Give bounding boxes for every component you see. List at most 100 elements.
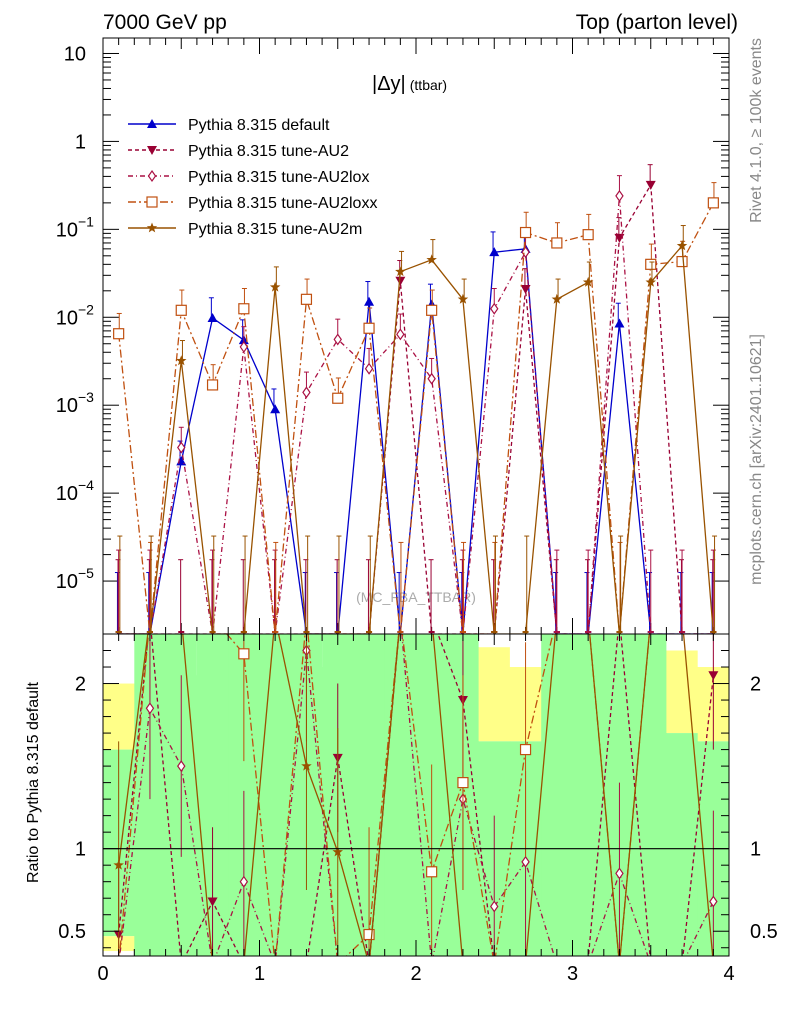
ratio-point-au2 [708, 671, 719, 681]
ratio-point-au2loxx [426, 866, 438, 878]
band-green [384, 634, 417, 956]
y-tick-label: 1 [75, 131, 86, 153]
x-tick-label: 4 [723, 963, 734, 985]
band-green [541, 634, 573, 956]
data-point-au2loxx [363, 322, 375, 334]
data-point-au2lox [239, 340, 249, 353]
legend-marker-au2loxx [146, 196, 158, 208]
ratio-point-au2loxx [363, 928, 375, 941]
plot-title: |Δy| (ttbar) [372, 73, 447, 95]
ratio-point-au2loxx [457, 777, 469, 789]
header-right: Top (parton level) [576, 11, 738, 34]
ratio-point-au2lox [490, 900, 499, 913]
ratio-series-au2loxx [118, 634, 650, 956]
data-point-au2m [426, 254, 437, 265]
y-tick-exponent: −1 [78, 213, 94, 229]
legend-label-au2lox: Pythia 8.315 tune-AU2lox [188, 169, 369, 186]
data-point-au2loxx [300, 293, 313, 305]
data-point-au2m [582, 276, 594, 287]
series-au2lox [115, 175, 717, 634]
data-point-au2loxx [582, 229, 594, 241]
ratio-y-tick-label-right: 0.5 [750, 921, 778, 943]
band-yellow [478, 647, 511, 742]
data-point-default [364, 296, 375, 306]
data-point-au2m [269, 281, 281, 292]
ratio-line-au2m [118, 634, 714, 956]
y-tick-exponent: −2 [78, 301, 94, 317]
data-point-au2lox [615, 189, 624, 202]
ratio-point-au2lox [615, 867, 624, 880]
series-line-default [118, 248, 714, 634]
series-line-au2 [118, 182, 714, 634]
ratio-axes: 0.5 0.5 1 1 2 2 0 1 2 3 4 [58, 634, 778, 985]
legend-marker-au2 [147, 146, 157, 155]
y-tick-label: 10 [56, 483, 78, 505]
data-point-au2lox [427, 372, 436, 385]
series-line-au2m [118, 244, 715, 634]
data-point-au2lox [302, 386, 311, 399]
ratio-point-au2lox [239, 875, 249, 888]
y-tick-exponent: −4 [78, 477, 94, 493]
data-point-au2loxx [113, 328, 125, 340]
ratio-line-au2loxx [118, 634, 650, 956]
y-tick-label: 10 [56, 395, 78, 417]
data-point-default [489, 247, 500, 257]
data-point-default [270, 404, 281, 414]
ratio-series [113, 634, 719, 956]
data-point-au2loxx [645, 258, 657, 270]
band-empty [666, 634, 699, 651]
data-point-au2loxx [206, 379, 219, 391]
band-green [635, 634, 667, 956]
y-tick-label: 10 [56, 219, 78, 241]
ratio-line-au2 [118, 634, 715, 956]
data-point-au2lox [364, 362, 374, 375]
band-green [666, 733, 699, 956]
ratio-point-au2loxx [519, 743, 532, 756]
x-tick-label: 2 [410, 963, 421, 985]
data-point-au2loxx [332, 392, 344, 404]
legend-marker-au2lox [147, 169, 157, 183]
ratio-point-au2lox [145, 702, 155, 715]
data-point-au2loxx [551, 237, 563, 249]
data-point-au2m [676, 240, 688, 251]
ratio-point-au2 [207, 897, 218, 907]
series-line-au2loxx [118, 202, 714, 634]
data-point-au2 [645, 180, 656, 190]
y-tick-label: 10 [56, 307, 78, 329]
ratio-y-tick-label-left: 2 [75, 674, 86, 696]
legend-label-au2: Pythia 8.315 tune-AU2 [188, 143, 349, 160]
data-point-au2 [520, 284, 531, 294]
ratio-point-au2m [113, 859, 124, 870]
main-series [113, 164, 719, 634]
ratio-point-au2lox [521, 855, 530, 868]
y-tick-label: 10 [64, 43, 86, 65]
x-tick-label: 3 [567, 963, 578, 985]
rivet-label: Rivet 4.1.0, ≥ 100k events [748, 38, 765, 223]
ratio-ylabel: Ratio to Pythia 8.315 default [25, 681, 42, 883]
data-point-au2lox [396, 328, 405, 341]
band-green [572, 634, 605, 956]
ratio-y-tick-label-left: 0.5 [58, 921, 86, 943]
legend: Pythia 8.315 default Pythia 8.315 tune-AU… [128, 117, 377, 238]
plot-title-sub: (ttbar) [410, 77, 447, 93]
data-point-au2m [176, 355, 187, 366]
y-tick-label: 10 [56, 571, 78, 593]
x-tick-label: 1 [254, 963, 265, 985]
y-tick-exponent: −5 [78, 565, 94, 581]
data-point-au2loxx [426, 304, 438, 316]
data-point-au2loxx [519, 226, 532, 239]
data-point-au2lox [177, 441, 186, 454]
data-point-au2 [395, 276, 406, 286]
band-empty [103, 634, 135, 684]
ratio-point-au2lox [177, 760, 186, 773]
ratio-y-tick-label-right: 2 [750, 674, 761, 696]
legend-marker-au2m [146, 222, 158, 233]
watermark: (MC_FBA_TTBAR) [356, 589, 476, 605]
ratio-y-tick-label-left: 1 [75, 839, 86, 861]
data-point-au2lox [490, 302, 499, 315]
ratio-line-au2lox [119, 634, 714, 956]
series-au2m [115, 225, 718, 634]
